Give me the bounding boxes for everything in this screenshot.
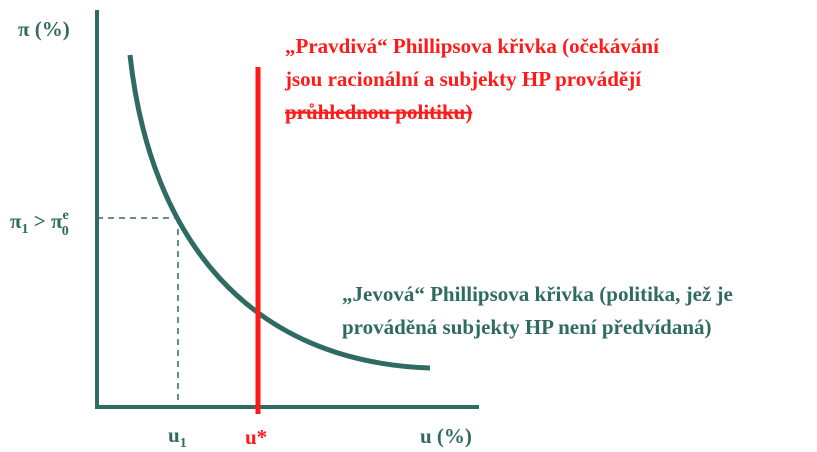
x-axis-label: u (%): [420, 424, 472, 448]
ustar-label: u*: [245, 425, 267, 449]
pi-relation: > π: [29, 209, 63, 233]
y-axis-label: π (%): [18, 17, 70, 41]
true-curve-text: „Pravdivá“ Phillipsova křivka (očekávání: [285, 34, 660, 58]
u1-label: u1: [168, 423, 187, 451]
pi-sub: 1: [22, 222, 29, 237]
apparent-phillips-curve: [127, 54, 431, 371]
pi-sup: e: [63, 208, 69, 223]
apparent-curve-text: prováděná subjekty HP není předvídaná): [342, 315, 712, 339]
apparent-curve-text: „Jevová“ Phillipsova křivka (politika, j…: [342, 282, 733, 306]
pi-sub: 0: [62, 224, 69, 239]
pi-label: π1 > πe 0: [10, 208, 69, 239]
u1-base: u: [168, 423, 180, 447]
u1-sub: 1: [180, 436, 187, 451]
true-curve-text: jsou racionální a subjekty HP provádějí: [284, 67, 642, 91]
true-curve-text: průhlednou politiku): [285, 100, 472, 124]
pi-base: π: [10, 209, 22, 233]
